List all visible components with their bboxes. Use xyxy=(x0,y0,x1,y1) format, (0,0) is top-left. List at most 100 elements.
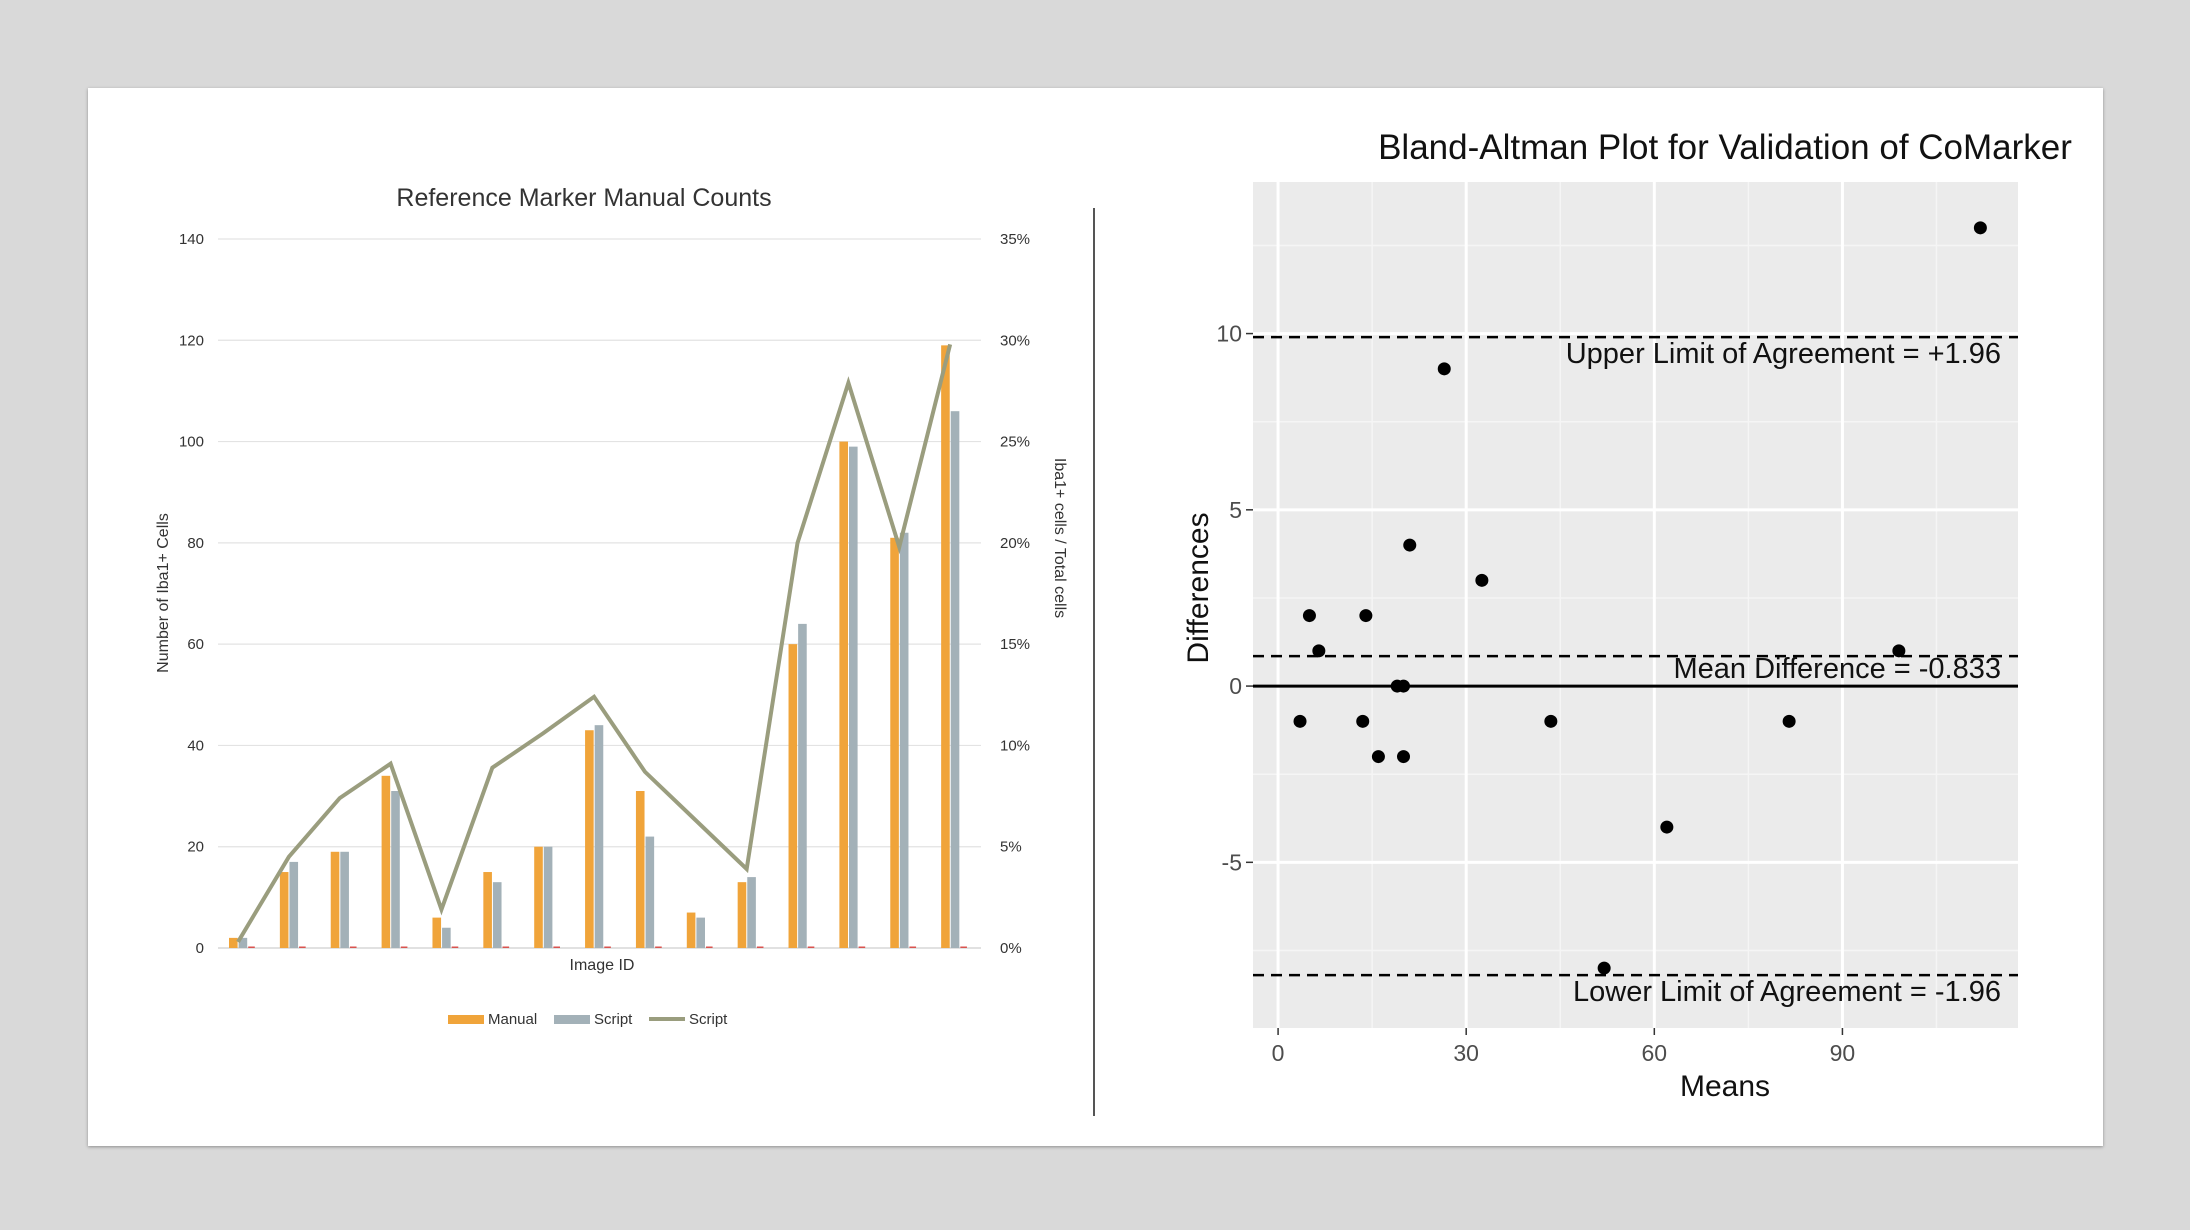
bar-baseline-marker xyxy=(299,946,306,948)
bar-baseline-marker xyxy=(807,946,815,948)
scatter-point xyxy=(1359,609,1373,623)
y2-tick-label: 0% xyxy=(1000,940,1022,957)
bar-script xyxy=(492,882,502,948)
bar-baseline-marker xyxy=(400,946,408,948)
x-tick-label: 0 xyxy=(1272,1040,1285,1066)
bar-manual xyxy=(381,775,391,948)
y2-tick-label: 30% xyxy=(1000,332,1030,349)
bar-script xyxy=(747,877,756,948)
scatter-point xyxy=(1544,714,1558,728)
bar-baseline-marker xyxy=(960,946,967,948)
scatter-point xyxy=(1437,362,1451,376)
bar-script xyxy=(238,937,248,948)
scatter-point xyxy=(1475,573,1489,587)
reference-line-label: Mean Difference = -0.833 xyxy=(1673,653,2001,685)
x-axis-title: Image ID xyxy=(570,957,635,974)
x-tick-label: 30 xyxy=(1453,1040,1479,1066)
bar-manual xyxy=(890,537,899,948)
y-tick-label: 5 xyxy=(1229,497,1242,523)
scatter-point xyxy=(1356,714,1370,728)
bar-manual xyxy=(229,937,238,948)
bar-script xyxy=(340,851,349,948)
bar-script xyxy=(594,725,604,948)
bar-baseline-marker xyxy=(756,946,764,948)
line-script xyxy=(236,343,953,943)
scatter-point xyxy=(1597,961,1611,975)
plot-panel xyxy=(1253,182,2018,1028)
bar-manual xyxy=(483,872,492,948)
y-tick-label: 10 xyxy=(1216,321,1242,347)
bar-manual xyxy=(737,882,747,948)
bar-baseline-marker xyxy=(502,946,510,948)
x-tick-label: 60 xyxy=(1642,1040,1668,1066)
scatter-point xyxy=(1396,750,1410,764)
scatter-point xyxy=(1403,538,1417,552)
y-axis-title: Differences xyxy=(1182,512,1215,663)
bar-script xyxy=(391,791,400,948)
reference-line-label: Upper Limit of Agreement = +1.96 xyxy=(1566,338,2001,370)
legend-label: Script xyxy=(594,1011,633,1028)
y-tick-label: 80 xyxy=(187,535,204,552)
y2-tick-label: 25% xyxy=(1000,434,1030,451)
bar-manual xyxy=(839,441,848,948)
y-tick-label: 0 xyxy=(1229,673,1242,699)
y-tick-label: 0 xyxy=(196,940,204,957)
y-tick-label: 100 xyxy=(179,434,204,451)
scatter-point xyxy=(1973,221,1987,235)
bar-script xyxy=(899,532,909,948)
bar-manual xyxy=(585,730,594,948)
scatter-point xyxy=(1371,750,1385,764)
bar-baseline-marker xyxy=(248,946,255,948)
y-tick-label: 20 xyxy=(187,839,204,856)
scatter-point xyxy=(1396,679,1410,693)
y-tick-label: 60 xyxy=(187,636,204,653)
y-axis-title: Number of Iba1+ Cells xyxy=(155,513,172,673)
chart-title: Reference Marker Manual Counts xyxy=(396,184,771,212)
y-tick-label: 140 xyxy=(179,231,204,248)
bar-manual xyxy=(686,912,696,948)
bar-script xyxy=(950,411,960,949)
scatter-point xyxy=(1302,609,1316,623)
bar-script xyxy=(849,446,858,948)
bar-manual xyxy=(635,791,645,948)
bar-script xyxy=(645,836,655,948)
reference-line-label: Lower Limit of Agreement = -1.96 xyxy=(1573,976,2001,1008)
bar-script xyxy=(543,846,553,948)
chart-title: Bland-Altman Plot for Validation of CoMa… xyxy=(1378,128,2072,167)
bar-baseline-marker xyxy=(349,946,357,948)
bar-baseline-marker xyxy=(451,946,459,948)
y2-tick-label: 15% xyxy=(1000,636,1030,653)
bar-script xyxy=(696,917,705,948)
bar-script xyxy=(289,861,299,948)
scatter-point xyxy=(1660,820,1674,834)
bar-script xyxy=(442,927,451,948)
scatter-point xyxy=(1892,644,1906,658)
bar-baseline-marker xyxy=(706,946,713,948)
y2-tick-label: 20% xyxy=(1000,535,1030,552)
y2-tick-label: 35% xyxy=(1000,231,1030,248)
bar-baseline-marker xyxy=(553,946,560,948)
scatter-point xyxy=(1312,644,1326,658)
bar-manual xyxy=(534,846,543,948)
y-tick-label: 40 xyxy=(187,737,204,754)
bar-manual xyxy=(788,644,798,948)
legend-swatch-script xyxy=(554,1015,590,1024)
chart-divider xyxy=(1093,208,1095,1116)
slide: Reference Marker Manual Counts 0 20 40 60 80 1… xyxy=(88,88,2103,1146)
y2-tick-label: 5% xyxy=(1000,839,1022,856)
x-tick-label: 90 xyxy=(1830,1040,1856,1066)
bar-baseline-marker xyxy=(604,946,611,948)
bar-script xyxy=(798,623,807,948)
y-tick-label: -5 xyxy=(1222,849,1242,875)
scatter-point xyxy=(1782,714,1796,728)
x-axis-title: Means xyxy=(1680,1070,1770,1103)
scatter-point xyxy=(1293,714,1307,728)
bar-manual xyxy=(941,345,950,949)
y2-axis-title: Iba1+ cells / Total cells xyxy=(1051,458,1068,618)
bar-line-combo-chart: Reference Marker Manual Counts 0 20 40 60 80 1… xyxy=(155,184,1068,1028)
y-tick-label: 120 xyxy=(179,332,204,349)
bar-baseline-marker xyxy=(858,946,866,948)
bar-manual xyxy=(432,917,442,948)
bar-baseline-marker xyxy=(655,946,662,948)
bar-manual xyxy=(330,851,340,948)
